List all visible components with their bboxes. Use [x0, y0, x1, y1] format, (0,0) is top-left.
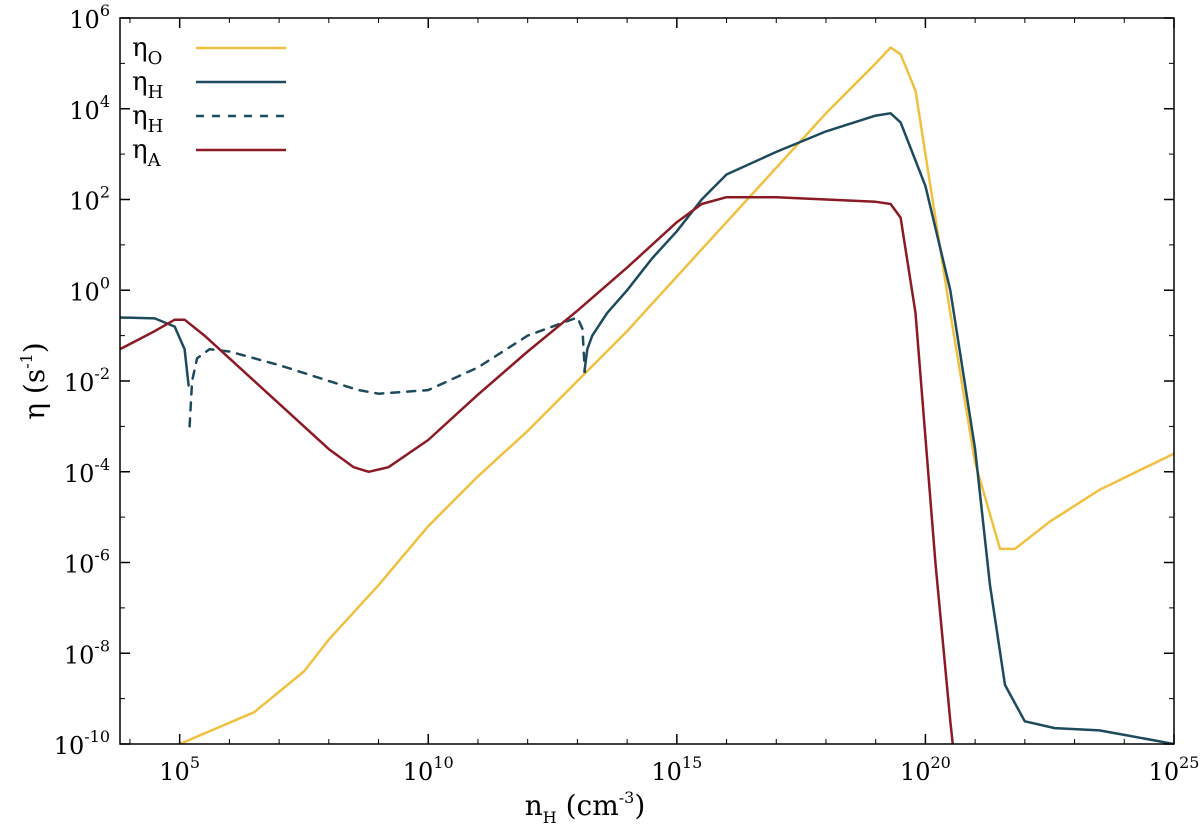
y-axis-title: η (s-1) [17, 342, 51, 420]
y-tick-label: 104 [69, 92, 110, 125]
y-tick-label: 10-6 [64, 546, 110, 579]
legend-entry: ηO [132, 33, 286, 69]
y-tick-label: 10-2 [64, 364, 110, 397]
x-tick-label: 1010 [403, 753, 454, 786]
series-line-0 [177, 46, 1174, 744]
legend-label: ηO [132, 33, 162, 69]
legend-entry: ηH [132, 67, 286, 103]
legend-entry: ηA [132, 135, 286, 171]
series-line-4 [120, 195, 955, 744]
series-line-3 [188, 316, 587, 428]
ticks-layer: 105 1010 1015 1020 1025 10-10 10-8 10-6 10-4 10-2… [54, 1, 1200, 786]
x-tick-label: 1025 [1149, 753, 1200, 786]
x-tick-label: 1020 [900, 753, 951, 786]
y-tick-label: 10-4 [64, 455, 110, 488]
x-axis-title: nH (cm-3) [525, 788, 646, 827]
x-tick-label: 1015 [651, 753, 702, 786]
y-tick-label: 106 [69, 1, 110, 34]
legend-entry: ηH [132, 101, 286, 137]
series-layer [120, 46, 1174, 744]
series-line-1 [120, 316, 190, 387]
y-tick-label: 100 [69, 273, 110, 306]
y-tick-label: 102 [69, 183, 110, 216]
series-line-2 [583, 112, 1174, 744]
x-tick-label: 105 [159, 753, 200, 786]
legend-label: ηH [132, 67, 163, 103]
y-tick-label: 10-10 [54, 727, 110, 760]
legend-label: ηH [132, 101, 163, 137]
legend-label: ηA [132, 135, 162, 171]
y-tick-label: 10-8 [64, 636, 110, 669]
